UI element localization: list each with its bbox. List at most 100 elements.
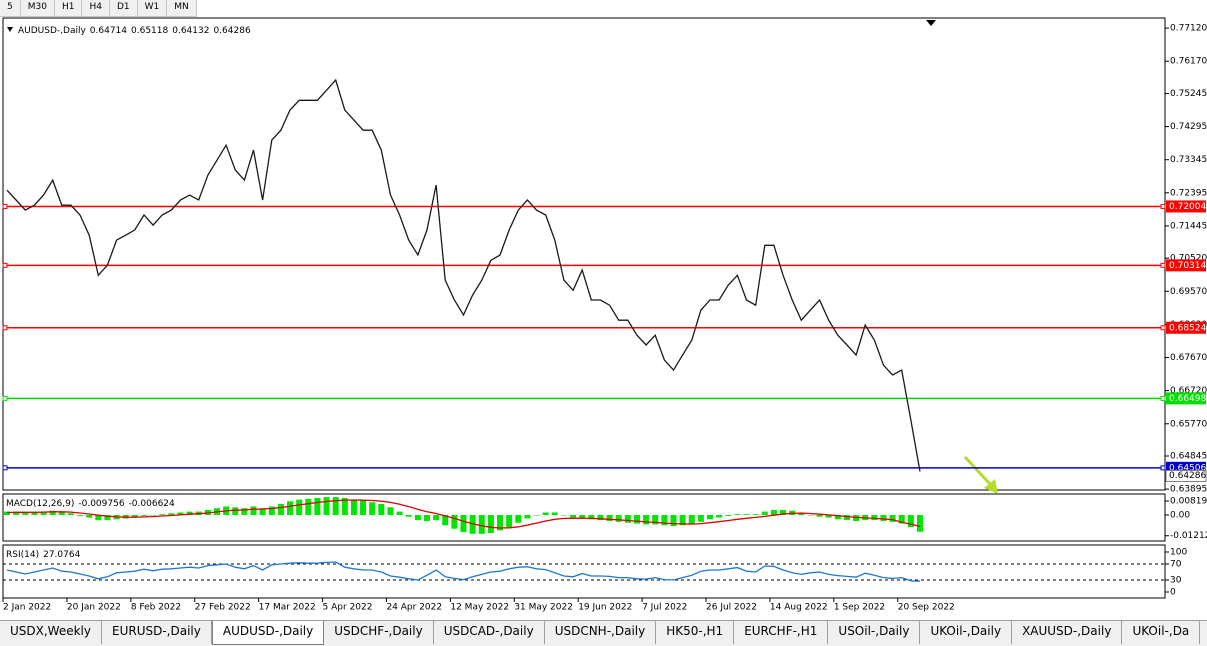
x-tick-label: 2 Jan 2022 bbox=[3, 603, 51, 613]
timeframe-button[interactable]: D1 bbox=[110, 0, 138, 16]
macd-bar bbox=[369, 502, 376, 516]
macd-bar bbox=[579, 515, 586, 518]
y-tick-label: 0.008197 bbox=[1170, 497, 1207, 507]
trend-arrow bbox=[963, 455, 992, 486]
x-tick-label: 5 Apr 2022 bbox=[323, 603, 373, 613]
macd-bar bbox=[716, 515, 723, 518]
y-tick-label: 0.75245 bbox=[1170, 89, 1207, 99]
macd-bar bbox=[843, 515, 850, 521]
macd-bar bbox=[277, 503, 284, 516]
macd-bar bbox=[378, 503, 385, 516]
chart: 0.77120 0.76170 0.75245 0.74295 0.73345 0.723… bbox=[2, 17, 1207, 613]
macd-bar bbox=[725, 515, 732, 516]
level-label: 0.72004 bbox=[1169, 202, 1206, 212]
y-tick-label: 0.73345 bbox=[1170, 155, 1207, 165]
macd-bar bbox=[560, 515, 567, 516]
macd-bar bbox=[624, 515, 631, 523]
panel-header: MACD(12,26,9) -0.009756 -0.006624 bbox=[6, 499, 175, 509]
macd-bar bbox=[643, 515, 650, 525]
macd-bar bbox=[360, 500, 367, 516]
macd-bar bbox=[250, 506, 257, 516]
chart-tab[interactable]: USDX,Weekly bbox=[0, 621, 102, 644]
macd-bar bbox=[305, 498, 312, 516]
chart-tab[interactable]: USOil-,Daily bbox=[828, 621, 921, 644]
macd-bar bbox=[67, 513, 74, 516]
macd-bar bbox=[652, 515, 659, 525]
macd-bar bbox=[478, 515, 485, 534]
level-label-box bbox=[1166, 392, 1206, 405]
chart-tab[interactable]: USDCHF-,Daily bbox=[324, 621, 434, 644]
timeframe-button[interactable]: 5 bbox=[0, 0, 21, 16]
macd-bar bbox=[907, 515, 914, 527]
timeframe-button[interactable]: M30 bbox=[21, 0, 55, 16]
macd-bar bbox=[423, 515, 430, 522]
last-price-box bbox=[1165, 469, 1207, 482]
y-tick-label: 0.69570 bbox=[1170, 287, 1207, 297]
x-tick-label: 26 Jul 2022 bbox=[706, 603, 757, 613]
y-tick-label: 30 bbox=[1170, 576, 1182, 586]
macd-bar bbox=[58, 511, 65, 516]
level-marker bbox=[1160, 325, 1166, 331]
chart-tab[interactable]: XAUUSD-,Daily bbox=[1012, 621, 1123, 644]
chart-tab[interactable]: HK50-,H1 bbox=[656, 621, 735, 644]
timeframe-button[interactable]: H4 bbox=[82, 0, 110, 16]
shift-marker bbox=[926, 20, 936, 26]
macd-bar bbox=[469, 515, 476, 534]
chart-tab[interactable]: UKOil-,Da bbox=[1122, 621, 1201, 644]
y-tick-label: 0.65770 bbox=[1170, 419, 1207, 429]
rsi-panel bbox=[2, 544, 1166, 599]
macd-bar bbox=[743, 514, 750, 516]
panel-title: AUDUSD-,Daily bbox=[18, 26, 86, 36]
macd-bar bbox=[104, 515, 111, 521]
macd-bar bbox=[752, 514, 759, 516]
timeframe-button[interactable]: W1 bbox=[138, 0, 168, 16]
macd-bar bbox=[780, 509, 787, 516]
macd-bar bbox=[232, 507, 239, 516]
series-line bbox=[6, 561, 921, 582]
macd-bar bbox=[807, 515, 814, 516]
x-tick-label: 12 May 2022 bbox=[450, 603, 509, 613]
macd-bar bbox=[825, 515, 832, 518]
macd-bar bbox=[341, 497, 348, 516]
macd-bar bbox=[268, 506, 275, 516]
y-tick-label: 0.71445 bbox=[1170, 221, 1207, 231]
macd-bar bbox=[524, 515, 531, 519]
macd-bar bbox=[551, 512, 558, 516]
y-tick-label: 0.00 bbox=[1170, 511, 1190, 521]
macd-bar bbox=[259, 508, 266, 516]
y-tick-label: 0.67670 bbox=[1170, 353, 1207, 363]
y-tick-label: 70 bbox=[1170, 560, 1182, 570]
y-tick-label: 0.74295 bbox=[1170, 122, 1207, 132]
header-value: -0.009756 bbox=[78, 499, 124, 509]
panel-header: RSI(14) 27.0764 bbox=[6, 550, 81, 560]
y-tick-label: 100 bbox=[1170, 548, 1187, 558]
macd-bar bbox=[487, 515, 494, 533]
y-tick-label: -0.012122 bbox=[1170, 531, 1207, 541]
macd-bar bbox=[296, 499, 303, 516]
chart-tab[interactable]: EURUSD-,Daily bbox=[102, 621, 212, 644]
level-marker bbox=[2, 325, 8, 331]
level-marker bbox=[2, 262, 8, 268]
header-value: 0.64714 bbox=[90, 26, 127, 36]
x-tick-label: 24 Apr 2022 bbox=[386, 603, 442, 613]
macd-bar bbox=[533, 515, 540, 516]
chart-tab[interactable]: EURCHF-,H1 bbox=[734, 621, 829, 644]
chart-tab[interactable]: USDCAD-,Daily bbox=[434, 621, 545, 644]
last-price-label: 0.64286 bbox=[1169, 471, 1206, 481]
macd-bar bbox=[542, 512, 549, 516]
macd-bar bbox=[898, 515, 905, 524]
header-value: -0.006624 bbox=[129, 499, 175, 509]
macd-bar bbox=[917, 515, 923, 532]
timeframe-button[interactable]: MN bbox=[167, 0, 197, 16]
macd-bar bbox=[314, 497, 321, 516]
macd-bar bbox=[95, 515, 102, 521]
level-marker bbox=[2, 465, 8, 471]
x-tick-label: 20 Jan 2022 bbox=[67, 603, 121, 613]
chart-tab[interactable]: USDCNH-,Daily bbox=[545, 621, 657, 644]
timeframe-button[interactable]: H1 bbox=[55, 0, 83, 16]
chart-tab[interactable]: UKOil-,Daily bbox=[920, 621, 1013, 644]
level-label: 0.66498 bbox=[1169, 394, 1206, 404]
chart-tab[interactable]: AUDUSD-,Daily bbox=[211, 621, 325, 645]
x-tick-label: 19 Jun 2022 bbox=[578, 603, 632, 613]
macd-bar bbox=[889, 515, 896, 522]
